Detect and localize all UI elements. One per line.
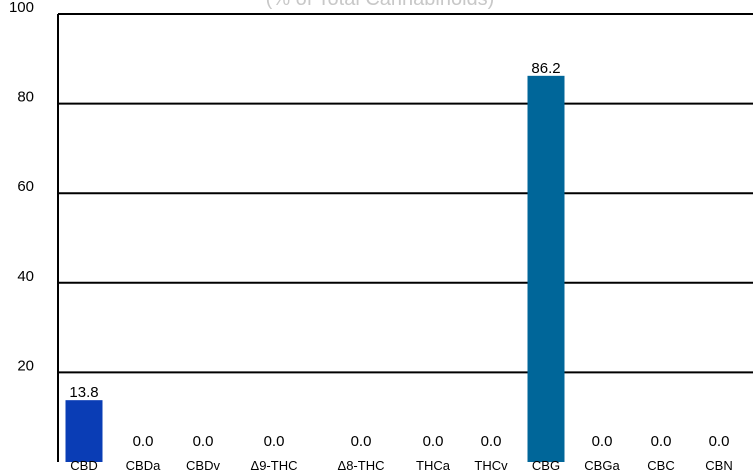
y-tick-label: 40 xyxy=(17,268,34,285)
x-tick-label: CBN xyxy=(705,458,732,470)
x-tick-label: CBDv xyxy=(186,458,220,470)
data-label: 0.0 xyxy=(481,433,502,450)
data-label: 0.0 xyxy=(264,433,285,450)
data-labels: 13.8 0.0 0.0 0.0 0.0 0.0 0.0 86.2 0.0 0.0 0.0 xyxy=(69,60,729,450)
gridlines xyxy=(58,13,753,374)
y-tick-label: 20 xyxy=(17,357,34,374)
data-label: 0.0 xyxy=(351,433,372,450)
x-tick-label: CBD xyxy=(70,458,97,470)
bar-cbd xyxy=(65,400,103,462)
y-tick-label: 60 xyxy=(17,178,34,195)
y-tick-label: 80 xyxy=(17,89,34,106)
x-tick-label: CBG xyxy=(532,458,560,470)
data-label: 0.0 xyxy=(592,433,613,450)
chart-subtitle: (% of Total Cannabinoids) xyxy=(266,0,495,10)
data-label: 0.0 xyxy=(709,433,730,450)
data-label: 0.0 xyxy=(651,433,672,450)
x-tick-label: THCv xyxy=(474,458,508,470)
y-tick-label: 100 xyxy=(9,0,34,16)
data-label: 86.2 xyxy=(531,60,560,77)
data-label: 13.8 xyxy=(69,384,98,401)
bar-cbg xyxy=(527,75,565,462)
x-tick-label: Δ9-THC xyxy=(251,458,298,470)
x-tick-label: CBDa xyxy=(126,458,161,470)
bars xyxy=(65,75,565,462)
x-tick-label: CBC xyxy=(647,458,674,470)
x-tick-label: THCa xyxy=(416,458,451,470)
data-label: 0.0 xyxy=(423,433,444,450)
x-axis-ticks: CBD CBDa CBDv Δ9-THC Δ8-THC THCa THCv CBG CBGa CB… xyxy=(70,458,732,470)
data-label: 0.0 xyxy=(133,433,154,450)
y-axis-ticks: 20 40 60 80 100 xyxy=(9,0,34,374)
data-label: 0.0 xyxy=(193,433,214,450)
x-tick-label: Δ8-THC xyxy=(338,458,385,470)
x-tick-label: CBGa xyxy=(584,458,620,470)
